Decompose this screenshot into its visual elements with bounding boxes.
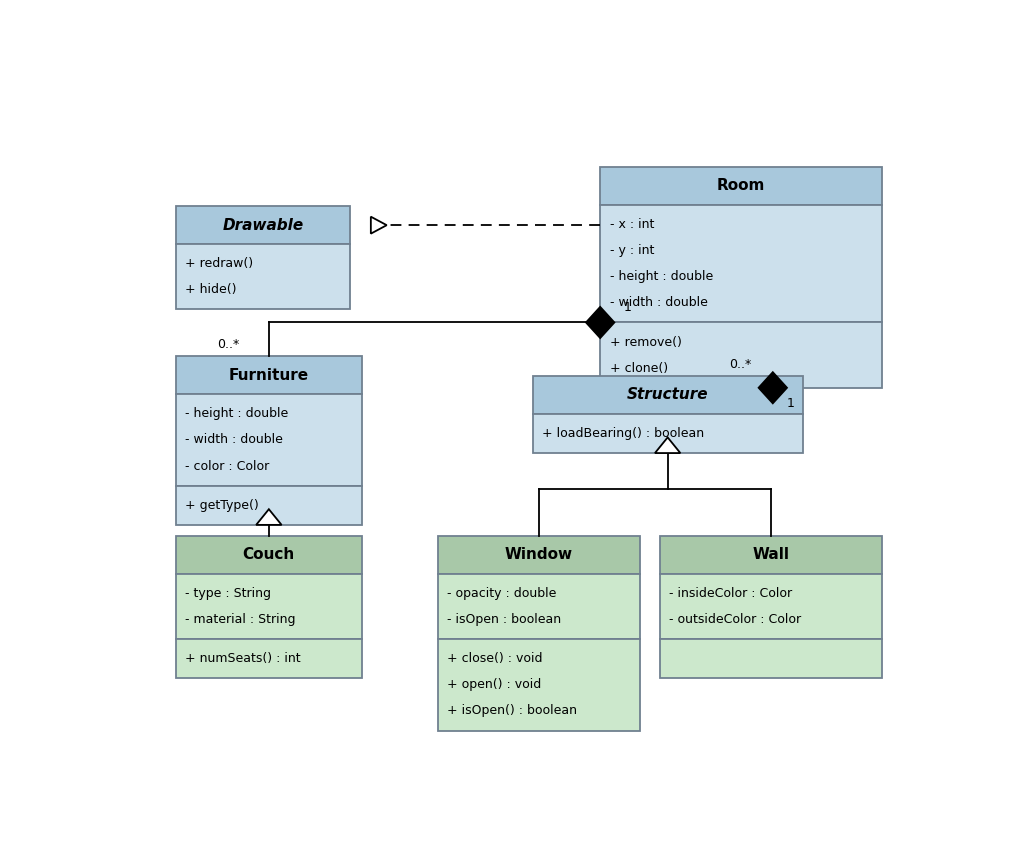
Bar	[437, 536, 640, 574]
Text: Furniture: Furniture	[228, 368, 309, 382]
Text: - width : double: - width : double	[185, 433, 283, 447]
Bar	[176, 574, 362, 639]
Polygon shape	[586, 307, 614, 338]
Bar	[659, 574, 882, 639]
Bar	[176, 639, 362, 678]
Text: - height : double: - height : double	[185, 407, 289, 421]
Bar	[176, 486, 362, 525]
Text: + getType(): + getType()	[185, 499, 259, 512]
Text: - width : double: - width : double	[609, 296, 708, 310]
Bar	[176, 206, 350, 244]
Text: - color : Color: - color : Color	[185, 460, 269, 472]
Text: - height : double: - height : double	[609, 271, 713, 283]
Text: - x : int: - x : int	[609, 218, 654, 231]
Bar	[600, 322, 882, 388]
Bar	[532, 414, 803, 453]
Text: Couch: Couch	[243, 548, 295, 562]
Bar	[176, 356, 362, 394]
Text: Drawable: Drawable	[222, 218, 303, 232]
Text: + isOpen() : boolean: + isOpen() : boolean	[447, 705, 578, 717]
Text: + loadBearing() : boolean: + loadBearing() : boolean	[543, 427, 705, 440]
Text: - outsideColor : Color: - outsideColor : Color	[670, 613, 802, 626]
Text: - insideColor : Color: - insideColor : Color	[670, 587, 793, 600]
Text: Window: Window	[505, 548, 572, 562]
Text: + redraw(): + redraw()	[185, 257, 253, 271]
Polygon shape	[759, 372, 787, 404]
Text: - type : String: - type : String	[185, 587, 271, 600]
Text: 1: 1	[787, 398, 795, 410]
Text: 0..*: 0..*	[729, 358, 752, 371]
Text: + remove(): + remove()	[609, 336, 682, 349]
Polygon shape	[256, 509, 282, 525]
Bar	[176, 536, 362, 574]
Bar	[437, 574, 640, 639]
Text: Wall: Wall	[753, 548, 790, 562]
Text: - y : int: - y : int	[609, 244, 654, 257]
Bar	[176, 244, 350, 310]
Text: - material : String: - material : String	[185, 613, 296, 626]
Text: 0..*: 0..*	[217, 338, 240, 351]
Text: + open() : void: + open() : void	[447, 678, 542, 691]
Bar	[437, 639, 640, 731]
Bar	[659, 536, 882, 574]
Text: - opacity : double: - opacity : double	[447, 587, 556, 600]
Polygon shape	[371, 217, 387, 234]
Bar	[532, 376, 803, 414]
Text: + clone(): + clone()	[609, 361, 668, 375]
Text: Room: Room	[717, 178, 765, 193]
Text: 1: 1	[624, 301, 632, 314]
Bar	[176, 394, 362, 486]
Text: + close() : void: + close() : void	[447, 652, 543, 665]
Bar	[600, 167, 882, 205]
Bar	[600, 205, 882, 322]
Text: - isOpen : boolean: - isOpen : boolean	[447, 613, 561, 626]
Text: + numSeats() : int: + numSeats() : int	[185, 652, 301, 665]
Text: + hide(): + hide()	[185, 283, 237, 296]
Text: Structure: Structure	[627, 388, 709, 403]
Bar	[659, 639, 882, 678]
Polygon shape	[655, 438, 680, 453]
